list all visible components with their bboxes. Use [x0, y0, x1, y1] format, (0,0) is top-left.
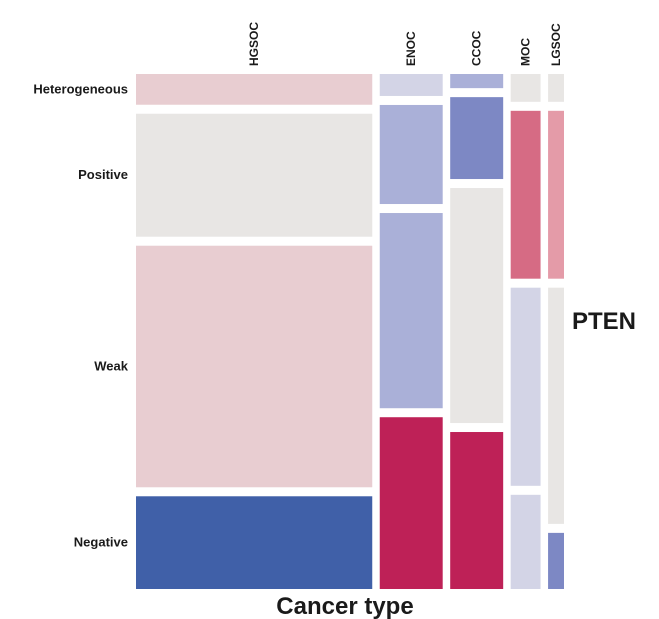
column-label: LGSOC: [549, 23, 563, 66]
variable-title: PTEN: [572, 308, 636, 335]
mosaic-cell: [510, 287, 541, 486]
mosaic-cell: [450, 97, 504, 180]
row-label: Heterogeneous: [33, 81, 128, 96]
mosaic-cell: [379, 74, 443, 96]
mosaic-cell: [379, 417, 443, 589]
x-axis-title: Cancer type: [276, 593, 413, 619]
mosaic-cell: [136, 113, 373, 237]
mosaic-cell: [510, 110, 541, 279]
mosaic-cell: [548, 74, 564, 102]
column-label: CCOC: [470, 30, 484, 66]
mosaic-cell: [548, 110, 564, 279]
column-label: MOC: [519, 38, 533, 66]
mosaic-cell: [548, 287, 564, 524]
column-label: ENOC: [404, 31, 418, 66]
row-label: Positive: [78, 167, 128, 182]
mosaic-cell: [379, 104, 443, 205]
mosaic-cell: [548, 532, 564, 589]
mosaic-cell: [136, 74, 373, 105]
row-label: Negative: [74, 535, 128, 550]
mosaic-cell: [136, 496, 373, 589]
mosaic-cell: [450, 74, 504, 89]
mosaic-cell: [510, 494, 541, 589]
mosaic-cell: [510, 74, 541, 102]
mosaic-cell: [379, 213, 443, 409]
mosaic-cell: [450, 188, 504, 424]
mosaic-cell: [136, 245, 373, 488]
column-label: HGSOC: [247, 22, 261, 66]
row-label: Weak: [94, 359, 128, 374]
mosaic-cell: [450, 432, 504, 589]
